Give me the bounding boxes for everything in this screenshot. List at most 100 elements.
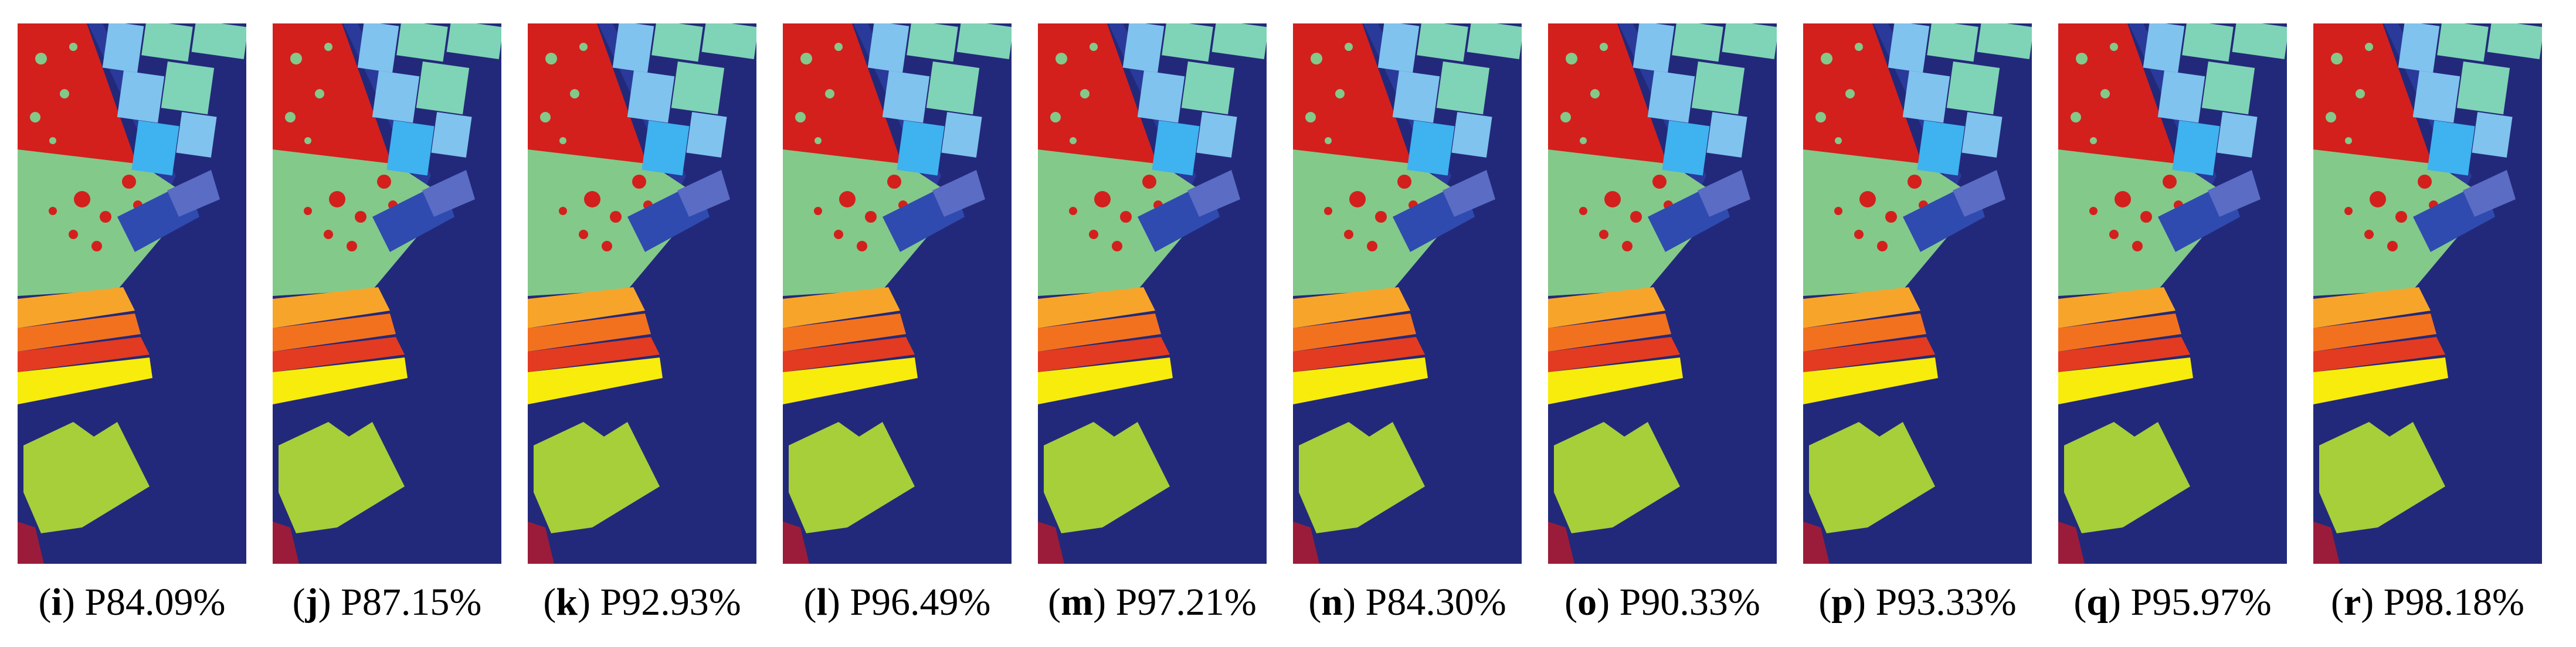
- blue-plot: [2182, 23, 2234, 62]
- blue-plot: [2157, 70, 2205, 123]
- red-stripe: [18, 337, 150, 372]
- red-speckle: [1885, 211, 1897, 223]
- classification-map: [2313, 23, 2542, 564]
- green-speckle: [800, 53, 812, 64]
- red-field: [1548, 23, 1668, 167]
- panel-caption: (n) P84.30%: [1284, 580, 1530, 625]
- classification-map: [528, 23, 756, 564]
- red-speckle: [1397, 175, 1411, 189]
- yellow-stripe: [1803, 357, 1938, 404]
- blue-plot: [1927, 23, 1978, 62]
- blue-plot: [2232, 23, 2287, 59]
- classification-map: [1293, 23, 1522, 564]
- yellow-stripe: [1038, 357, 1173, 404]
- panel-caption: (q) P95.97%: [2049, 580, 2296, 625]
- blue-plot: [1917, 120, 1965, 176]
- red-speckle: [1859, 191, 1876, 207]
- panel-accuracy-value: P93.33%: [1875, 581, 2017, 624]
- green-speckle: [825, 89, 834, 98]
- blue-plot: [396, 23, 448, 62]
- red-speckle: [100, 211, 111, 223]
- red-field: [273, 23, 393, 167]
- purple-blue-field: [677, 170, 730, 217]
- blue-plot: [431, 112, 472, 158]
- red-speckle: [2089, 207, 2098, 215]
- red-speckle: [91, 241, 102, 251]
- blue-plot: [1181, 61, 1235, 115]
- green-speckle: [1055, 53, 1067, 64]
- blue-plot: [372, 70, 420, 123]
- blue-plot: [176, 112, 217, 158]
- green-speckle: [2076, 53, 2088, 64]
- red-speckle: [347, 241, 357, 251]
- red-speckle: [2387, 241, 2398, 251]
- lime-field: [1554, 422, 1680, 533]
- red-speckle: [602, 241, 612, 251]
- crimson-corner: [1038, 522, 1064, 564]
- green-speckle: [579, 43, 588, 51]
- yellow-stripe: [2058, 357, 2193, 404]
- caption-paren-open: (: [543, 581, 556, 624]
- blue-plot: [1662, 120, 1710, 176]
- yellow-stripe: [18, 357, 152, 404]
- blue-plot: [1672, 23, 1723, 62]
- lime-field: [279, 422, 405, 533]
- green-speckle: [324, 43, 332, 51]
- panel-letter: l: [816, 581, 827, 624]
- green-speckle: [1855, 43, 1863, 51]
- blue-plot: [907, 23, 958, 62]
- lime-field: [2319, 422, 2445, 533]
- blue-plot: [867, 23, 909, 73]
- green-speckle: [1580, 137, 1587, 144]
- red-field: [783, 23, 903, 167]
- lime-field: [23, 422, 150, 533]
- red-field: [2058, 23, 2178, 167]
- blue-plot: [1152, 120, 1200, 176]
- red-stripe: [783, 337, 915, 372]
- blue-plot: [102, 23, 144, 73]
- crimson-corner: [1548, 522, 1574, 564]
- dark-orange-stripe: [2313, 314, 2436, 352]
- red-speckle: [74, 191, 90, 207]
- caption-paren-open: (: [1048, 581, 1061, 624]
- blue-plot: [1436, 61, 1490, 115]
- blue-plot: [2437, 23, 2489, 62]
- orange-stripe: [2058, 287, 2175, 328]
- red-speckle: [584, 191, 600, 207]
- green-speckle: [2356, 89, 2365, 98]
- panel-caption: (r) P98.18%: [2305, 580, 2551, 625]
- blue-plot: [1706, 112, 1747, 158]
- panel-letter: k: [556, 581, 578, 624]
- green-speckle: [1590, 89, 1600, 98]
- green-speckle: [2326, 112, 2336, 122]
- red-field: [18, 23, 138, 167]
- blue-plot: [671, 61, 725, 115]
- red-stripe: [1038, 337, 1170, 372]
- red-speckle: [839, 191, 856, 207]
- green-speckle: [1821, 53, 1832, 64]
- panel-caption: (m) P97.21%: [1029, 580, 1275, 625]
- green-speckle: [1560, 112, 1571, 122]
- panel-letter: p: [1831, 581, 1854, 624]
- red-speckle: [1854, 230, 1864, 239]
- red-speckle: [2395, 211, 2407, 223]
- green-speckle: [1335, 89, 1345, 98]
- crimson-corner: [2313, 522, 2340, 564]
- blue-plot: [651, 23, 703, 62]
- caption-paren-open: (: [1818, 581, 1832, 624]
- yellow-stripe: [1548, 357, 1683, 404]
- lime-field: [1299, 422, 1425, 533]
- blue-plot: [1407, 120, 1455, 176]
- red-speckle: [1604, 191, 1621, 207]
- blue-plot: [357, 23, 399, 73]
- red-speckle: [1349, 191, 1366, 207]
- caption-paren-close: ): [1853, 581, 1876, 624]
- panel-accuracy-value: P84.30%: [1365, 581, 1506, 624]
- dark-orange-stripe: [1803, 314, 1926, 352]
- yellow-stripe: [783, 357, 918, 404]
- red-speckle: [122, 175, 136, 189]
- green-speckle: [69, 43, 77, 51]
- caption-paren-open: (: [803, 581, 817, 624]
- red-speckle: [1908, 175, 1922, 189]
- red-speckle: [814, 207, 822, 215]
